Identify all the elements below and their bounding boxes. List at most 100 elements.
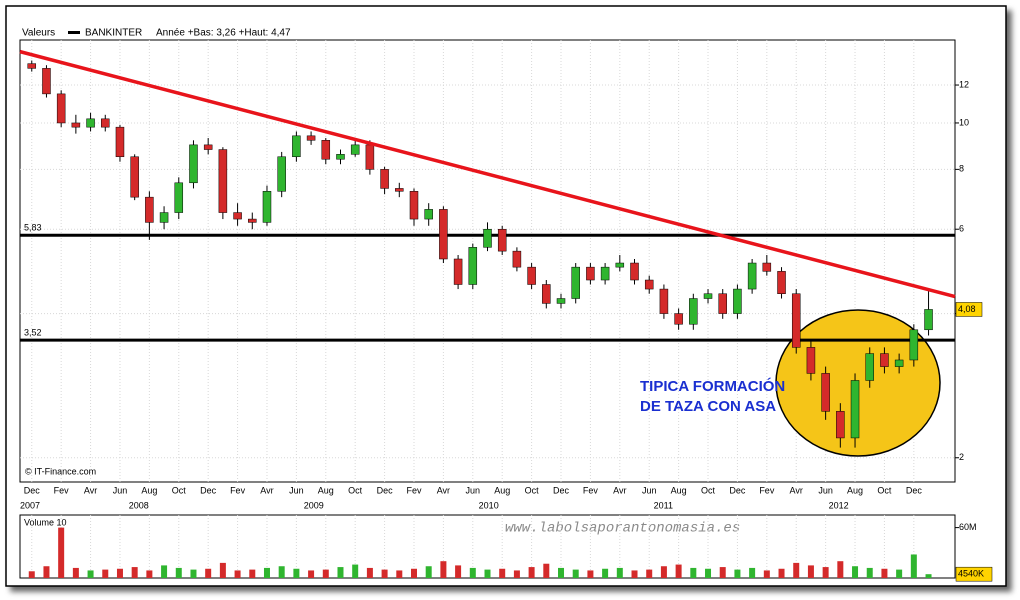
candle-body xyxy=(850,380,860,439)
volume-bar xyxy=(131,567,138,578)
candle-body xyxy=(292,135,301,158)
candle-body xyxy=(924,309,933,331)
x-tick-label: Avr xyxy=(790,485,803,495)
volume-bar xyxy=(410,568,417,578)
trendline xyxy=(19,49,956,299)
legend-swatch xyxy=(68,31,80,34)
volume-bar xyxy=(734,569,741,578)
candle-body xyxy=(42,68,51,95)
candle-body xyxy=(145,196,154,223)
volume-bar xyxy=(558,567,565,578)
volume-bar xyxy=(705,568,712,578)
volume-bar xyxy=(366,567,373,578)
level-label: 3,52 xyxy=(24,328,42,338)
candle-body xyxy=(586,266,595,281)
candle-body xyxy=(571,266,580,299)
year-label: 2012 xyxy=(829,500,849,510)
candle-body xyxy=(836,411,845,439)
candle-body xyxy=(674,313,683,325)
volume-bar xyxy=(28,571,35,578)
candle-body xyxy=(527,266,536,285)
candle-body xyxy=(336,154,345,160)
volume-bar xyxy=(719,567,726,578)
volume-bar xyxy=(499,568,506,578)
volume-bar xyxy=(337,567,344,578)
x-tick-label: Jun xyxy=(818,485,833,495)
volume-bar xyxy=(87,570,94,578)
candle-body xyxy=(865,353,874,381)
x-tick-label: Avr xyxy=(84,485,97,495)
volume-bar xyxy=(146,570,153,578)
volume-bar xyxy=(543,563,550,578)
candle-body xyxy=(233,212,242,220)
volume-bar xyxy=(925,574,932,578)
volume-bar xyxy=(837,561,844,578)
last-value-label: 4,08 xyxy=(958,304,976,314)
volume-bar xyxy=(646,569,653,578)
volume-bar xyxy=(822,567,829,578)
volume-bar xyxy=(631,570,638,578)
volume-bar xyxy=(881,568,888,578)
candle-body xyxy=(880,353,889,367)
year-label: 2010 xyxy=(479,500,499,510)
volume-bar xyxy=(58,527,65,578)
x-tick-label: Dec xyxy=(377,485,394,495)
candle-body xyxy=(365,144,375,170)
candle-body xyxy=(747,262,757,290)
candle-body xyxy=(542,284,551,304)
volume-bar xyxy=(852,566,859,578)
candle-body xyxy=(115,126,125,158)
x-tick-label: Dec xyxy=(24,485,41,495)
x-tick-label: Avr xyxy=(437,485,450,495)
year-label: 2008 xyxy=(129,500,149,510)
x-tick-label: Oct xyxy=(701,485,716,495)
header-prefix: Valeurs xyxy=(22,28,55,39)
candle-body xyxy=(350,144,360,155)
candle-body xyxy=(424,209,433,220)
last-value-box xyxy=(955,302,983,317)
volume-bar xyxy=(572,569,579,578)
candle-body xyxy=(894,359,904,367)
candle-body xyxy=(512,250,522,268)
candle-body xyxy=(689,298,698,325)
annotation: DE TAZA CON ASA xyxy=(640,398,776,415)
x-tick-label: Avr xyxy=(613,485,626,495)
candle-body xyxy=(218,149,228,213)
volume-bar xyxy=(469,567,476,578)
candle-body xyxy=(395,188,404,192)
x-tick-label: Oct xyxy=(525,485,540,495)
x-tick-label: Aug xyxy=(494,485,510,495)
candle-body xyxy=(189,144,198,184)
volume-bar xyxy=(116,568,123,578)
volume-bar xyxy=(440,561,447,578)
x-tick-label: Jun xyxy=(113,485,128,495)
y-tick-label: 2 xyxy=(959,452,964,462)
volume-bar xyxy=(263,567,270,578)
x-tick-label: Oct xyxy=(172,485,187,495)
candle-body xyxy=(762,262,772,272)
candle-body xyxy=(556,298,566,304)
y-tick-label: 10 xyxy=(959,117,969,127)
volume-bar xyxy=(72,567,79,578)
volume-bar xyxy=(690,567,697,578)
candle-body xyxy=(380,169,389,189)
volume-bar xyxy=(793,562,800,578)
volume-bar xyxy=(484,569,491,578)
volume-bar xyxy=(778,568,785,578)
x-tick-label: Oct xyxy=(877,485,892,495)
candle-body xyxy=(71,122,81,128)
candle-body xyxy=(791,293,801,348)
volume-bar xyxy=(352,564,359,578)
candle-body xyxy=(821,373,830,412)
volume-bar xyxy=(381,569,388,578)
volume-bar xyxy=(807,565,814,578)
volume-bar xyxy=(278,566,285,578)
x-tick-label: Dec xyxy=(553,485,570,495)
x-tick-label: Aug xyxy=(671,485,687,495)
x-tick-label: Aug xyxy=(847,485,863,495)
volume-bar xyxy=(190,569,197,578)
candle-body xyxy=(909,329,919,361)
year-label: 2009 xyxy=(304,500,324,510)
